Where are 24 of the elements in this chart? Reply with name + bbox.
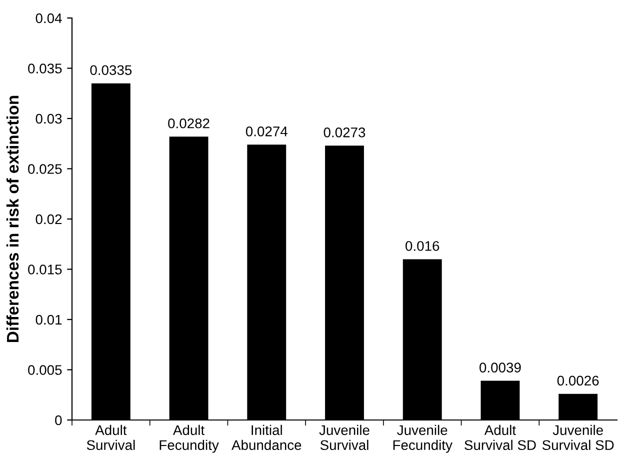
y-tick-label: 0 (55, 415, 62, 426)
y-tick-label: 0.025 (28, 164, 62, 174)
y-tick-label: 0.01 (36, 314, 62, 325)
x-tick-label: Juvenile Survival (319, 424, 370, 450)
data-label: 0.0273 (324, 128, 366, 138)
y-tick-label: 0.005 (28, 365, 62, 375)
x-tick-label: Juvenile Survival SD (542, 424, 614, 450)
y-tick-label: 0.02 (36, 214, 62, 224)
y-tick-label: 0.03 (36, 114, 62, 124)
x-tick-label: Adult Fecundity (160, 424, 219, 453)
x-tick-label: Adult Survival (86, 424, 135, 450)
y-axis-title: Differences in risk of extinction (6, 96, 19, 342)
data-label: 0.0039 (480, 362, 521, 373)
y-tick-label: 0.04 (36, 13, 62, 24)
x-tick-label: Initial Abundance (232, 424, 302, 450)
x-tick-label: Juvenile Fecundity (393, 424, 452, 453)
data-label: 0.016 (406, 241, 440, 251)
data-label: 0.0274 (246, 126, 288, 136)
y-tick-label: 0.015 (28, 264, 62, 274)
data-label: 0.0282 (168, 118, 210, 128)
x-tick-label: Adult Survival SD (464, 424, 536, 450)
data-label: 0.0335 (90, 65, 132, 76)
y-tick-label: 0.035 (28, 64, 62, 74)
data-label: 0.0026 (557, 376, 599, 386)
